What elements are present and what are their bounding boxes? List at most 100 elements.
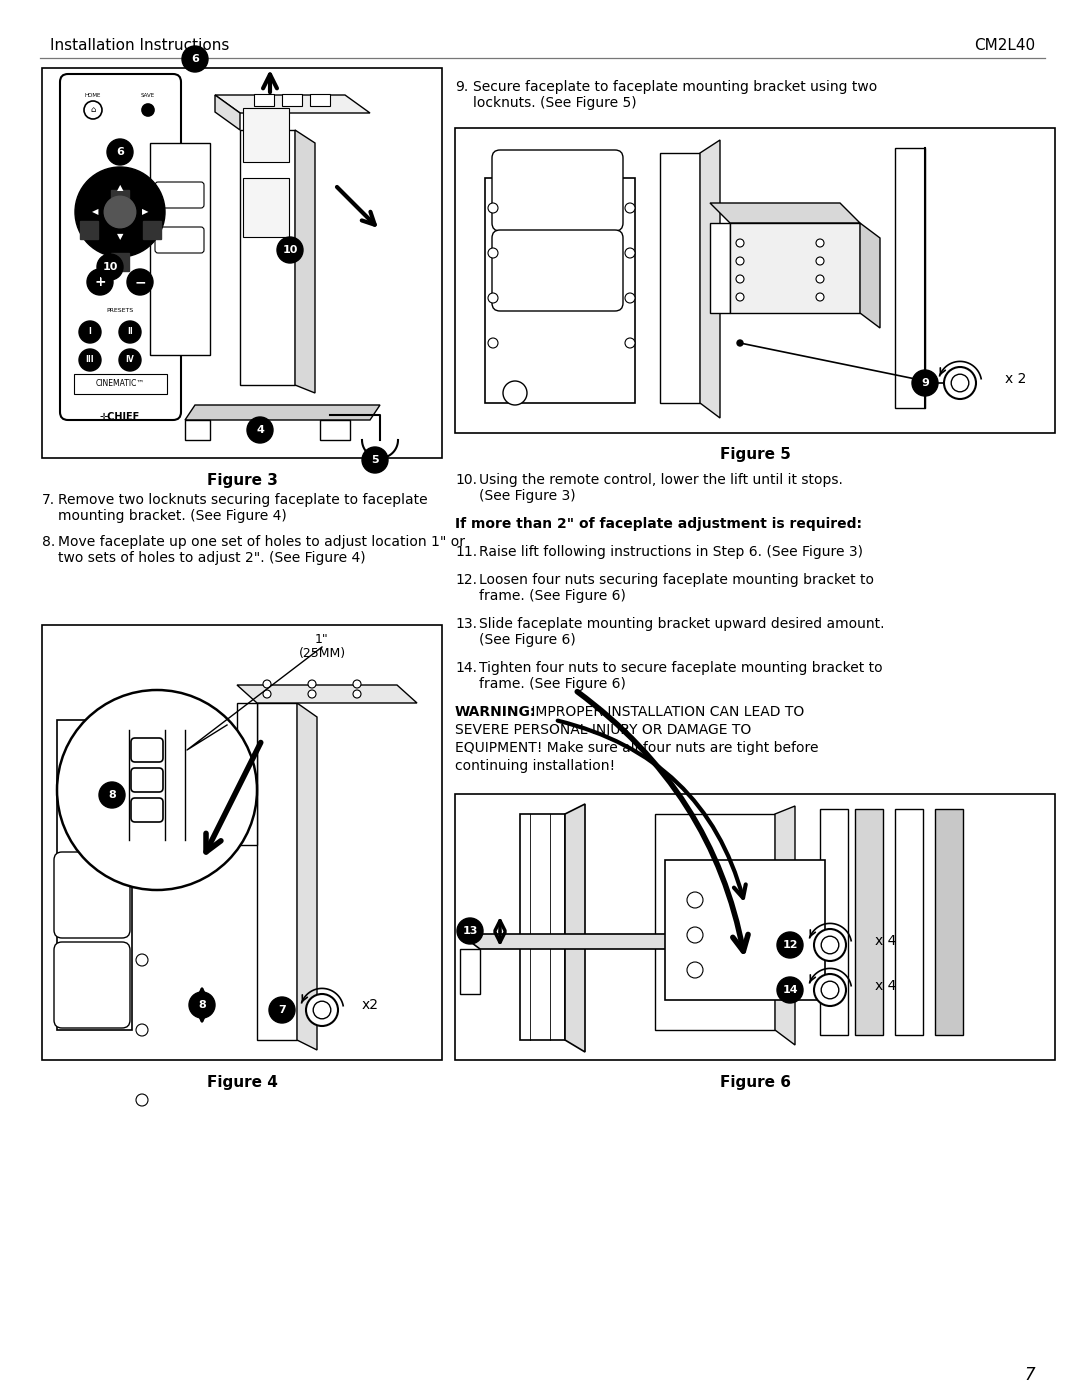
Circle shape (816, 293, 824, 300)
Polygon shape (775, 806, 795, 1045)
Circle shape (816, 275, 824, 284)
Circle shape (99, 782, 125, 807)
Text: 14: 14 (782, 985, 798, 995)
Polygon shape (895, 148, 924, 408)
Polygon shape (460, 935, 740, 949)
Text: 6: 6 (116, 147, 124, 156)
Polygon shape (215, 95, 240, 130)
Text: WARNING:: WARNING: (455, 705, 537, 719)
Circle shape (136, 1094, 148, 1106)
Text: III: III (85, 355, 94, 365)
Circle shape (87, 270, 113, 295)
Text: 13.: 13. (455, 617, 477, 631)
Polygon shape (565, 805, 585, 1052)
Text: Using the remote control, lower the lift until it stops.
(See Figure 3): Using the remote control, lower the lift… (480, 474, 842, 503)
Circle shape (625, 203, 635, 212)
Bar (80, 221, 97, 239)
Circle shape (816, 257, 824, 265)
FancyBboxPatch shape (54, 942, 130, 1028)
FancyBboxPatch shape (935, 809, 963, 1035)
Text: SAVE: SAVE (140, 94, 156, 98)
Polygon shape (240, 130, 295, 386)
Circle shape (816, 239, 824, 247)
Circle shape (625, 249, 635, 258)
FancyBboxPatch shape (665, 861, 825, 1000)
Polygon shape (257, 703, 297, 1039)
Polygon shape (150, 142, 210, 355)
Text: 12: 12 (782, 940, 798, 950)
Bar (111, 190, 129, 208)
FancyBboxPatch shape (243, 108, 289, 162)
Polygon shape (519, 814, 565, 1039)
Text: ✛CHIEF: ✛CHIEF (99, 412, 140, 422)
Circle shape (821, 981, 839, 999)
Text: II: II (127, 327, 133, 337)
Polygon shape (57, 719, 132, 1030)
Circle shape (353, 680, 361, 687)
FancyBboxPatch shape (855, 809, 883, 1035)
Text: Figure 3: Figure 3 (206, 472, 278, 488)
Polygon shape (185, 420, 210, 440)
Polygon shape (297, 703, 318, 1051)
Circle shape (269, 997, 295, 1023)
Circle shape (276, 237, 303, 263)
Text: If more than 2" of faceplate adjustment is required:: If more than 2" of faceplate adjustment … (455, 517, 862, 531)
Text: EQUIPMENT! Make sure all four nuts are tight before: EQUIPMENT! Make sure all four nuts are t… (455, 740, 819, 754)
Text: Raise lift following instructions in Step 6. (See Figure 3): Raise lift following instructions in Ste… (480, 545, 863, 559)
Circle shape (944, 367, 976, 400)
Circle shape (488, 249, 498, 258)
Text: 6: 6 (191, 54, 199, 64)
Circle shape (107, 138, 133, 165)
Text: x 4: x 4 (875, 979, 896, 993)
Circle shape (79, 321, 102, 344)
Text: 7: 7 (1024, 1366, 1035, 1384)
FancyBboxPatch shape (54, 852, 130, 937)
Text: 7: 7 (279, 1004, 286, 1016)
Polygon shape (237, 703, 257, 845)
Circle shape (912, 370, 939, 395)
Polygon shape (295, 130, 315, 393)
FancyBboxPatch shape (156, 182, 204, 208)
Circle shape (141, 103, 154, 116)
Circle shape (97, 254, 123, 279)
Circle shape (625, 293, 635, 303)
Text: 1": 1" (315, 633, 329, 645)
FancyBboxPatch shape (75, 374, 167, 394)
Text: CM2L40: CM2L40 (974, 38, 1035, 53)
Circle shape (777, 977, 804, 1003)
Text: 5: 5 (372, 455, 379, 465)
Bar (143, 221, 161, 239)
Polygon shape (654, 814, 775, 1030)
Text: IV: IV (125, 355, 134, 365)
Text: Secure faceplate to faceplate mounting bracket using two
locknuts. (See Figure 5: Secure faceplate to faceplate mounting b… (473, 80, 877, 110)
Text: Move faceplate up one set of holes to adjust location 1" or
two sets of holes to: Move faceplate up one set of holes to ad… (58, 535, 465, 566)
Circle shape (735, 275, 744, 284)
Circle shape (136, 1024, 148, 1037)
Bar (111, 253, 129, 271)
FancyBboxPatch shape (820, 809, 848, 1035)
Text: Figure 4: Figure 4 (206, 1074, 278, 1090)
Text: Loosen four nuts securing faceplate mounting bracket to
frame. (See Figure 6): Loosen four nuts securing faceplate moun… (480, 573, 874, 604)
Polygon shape (320, 420, 350, 440)
Text: 8.: 8. (42, 535, 55, 549)
Circle shape (814, 974, 846, 1006)
Polygon shape (730, 224, 860, 313)
Text: ▲: ▲ (117, 183, 123, 191)
Text: 13: 13 (462, 926, 477, 936)
Text: ◀: ◀ (92, 208, 98, 217)
Circle shape (308, 680, 316, 687)
Text: IMPROPER INSTALLATION CAN LEAD TO: IMPROPER INSTALLATION CAN LEAD TO (527, 705, 805, 719)
Circle shape (127, 270, 153, 295)
FancyBboxPatch shape (131, 768, 163, 792)
Text: 14.: 14. (455, 661, 477, 675)
FancyBboxPatch shape (131, 738, 163, 761)
Text: Installation Instructions: Installation Instructions (50, 38, 229, 53)
Circle shape (75, 168, 165, 257)
Text: Figure 6: Figure 6 (719, 1074, 791, 1090)
FancyBboxPatch shape (455, 129, 1055, 433)
Text: 10.: 10. (455, 474, 477, 488)
Circle shape (119, 349, 141, 372)
FancyBboxPatch shape (42, 68, 442, 458)
Circle shape (189, 992, 215, 1018)
Text: Figure 5: Figure 5 (719, 447, 791, 462)
